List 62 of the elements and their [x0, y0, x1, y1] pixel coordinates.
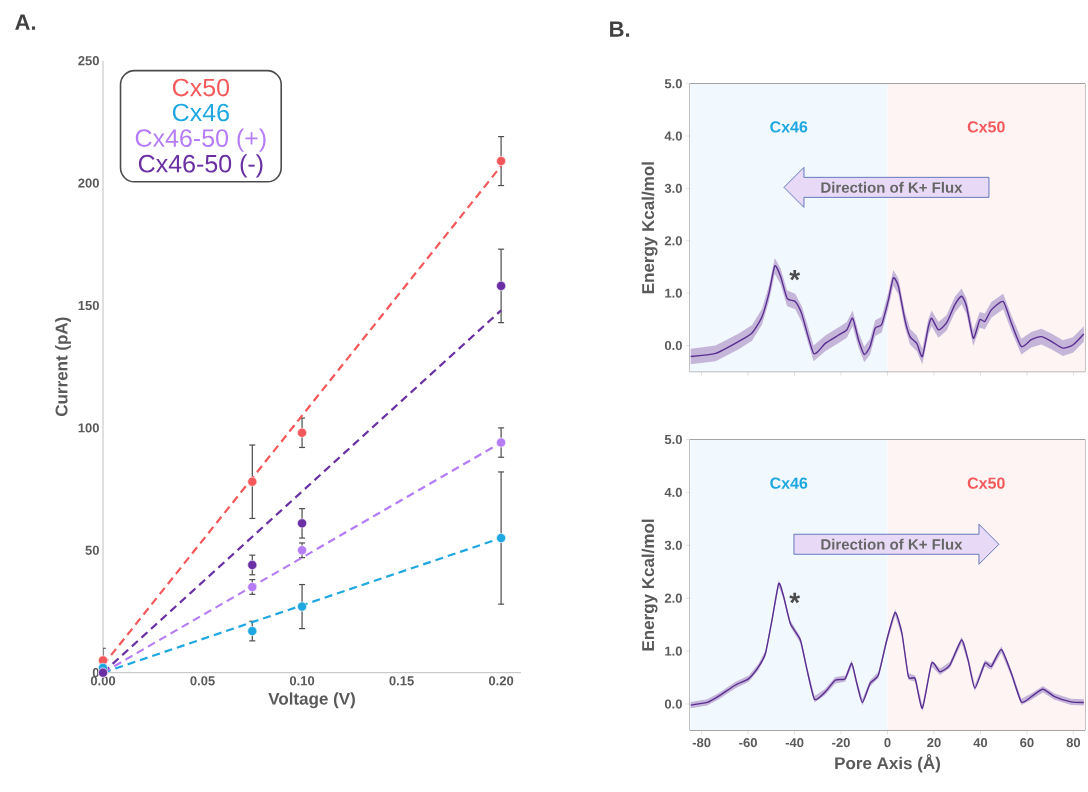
point: [247, 476, 258, 487]
x-tick-label: -60: [739, 738, 757, 748]
band-label: Cx50: [967, 477, 1005, 489]
x-tick-label: -20: [832, 738, 850, 748]
x-axis-title: Pore Axis (Å): [835, 754, 940, 773]
y-tick-label: 150: [78, 300, 99, 311]
y-tick-label: 5.0: [664, 79, 682, 89]
x-axis-title: Voltage (V): [268, 692, 355, 709]
y-tick-label: 250: [78, 56, 99, 66]
y-tick-label: 0: [92, 668, 99, 678]
annotation: *: [789, 592, 801, 604]
y-tick-label: 50: [85, 545, 99, 555]
y-tick-label: 3.0: [664, 540, 682, 550]
point: [247, 560, 258, 570]
x-tick-label: 0: [884, 738, 891, 748]
x-tick-label: 20: [927, 738, 941, 748]
y-tick-label: 4.0: [664, 487, 682, 497]
point: [297, 427, 307, 438]
x-tick-label: 0.00: [90, 676, 116, 686]
y-tick-label: 0.0: [664, 699, 682, 709]
y-tick-label: 2.0: [664, 236, 682, 246]
x-tick-label: 40: [973, 738, 988, 748]
y-axis-title: Current (pA): [55, 317, 71, 417]
point: [496, 281, 506, 291]
band-label: Cx46: [770, 121, 808, 133]
band-label: Cx46: [770, 477, 808, 489]
x-tick-label: 0.05: [190, 676, 215, 686]
y-tick-label: 1.0: [665, 288, 682, 298]
y-tick-label: 0.0: [664, 340, 682, 351]
x-tick-label: 0.15: [389, 676, 414, 686]
x-tick-label: 60: [1020, 738, 1034, 748]
y-tick-label: 2.0: [664, 593, 682, 603]
text: Cx46: [172, 103, 229, 122]
band-label: Cx50: [967, 121, 1005, 133]
y-axis-title: Energy Kcal/mol: [641, 519, 658, 651]
y-tick-label: 200: [78, 178, 99, 188]
text: Cx46-50 (-): [138, 154, 263, 178]
y-tick-label: 100: [78, 423, 99, 433]
text: Cx46-50 (+): [135, 128, 266, 152]
y-axis-title: Energy Kcal/mol: [641, 162, 658, 294]
point: [496, 533, 506, 543]
y-tick-label: 5.0: [664, 434, 682, 445]
annotation: Direction of K+ Flux: [821, 538, 963, 550]
point: [496, 156, 506, 166]
annotation: *: [789, 269, 801, 281]
chart-title: B.: [610, 21, 630, 37]
x-tick-label: 0.10: [289, 676, 315, 686]
x-tick-label: -80: [692, 738, 711, 748]
x-tick-label: -40: [785, 738, 804, 748]
point: [247, 626, 258, 636]
point: [297, 601, 307, 612]
x-tick-label: 80: [1066, 738, 1081, 748]
x-tick-label: 0.20: [488, 676, 514, 686]
text: Cx50: [172, 78, 230, 97]
y-tick-label: 4.0: [664, 131, 682, 141]
point: [496, 437, 506, 448]
annotation: Direction of K+ Flux: [821, 181, 963, 193]
point: [247, 582, 258, 592]
chart-title: A.: [15, 14, 36, 30]
y-tick-label: 3.0: [664, 183, 682, 194]
point: [297, 518, 307, 529]
y-tick-label: 1.0: [665, 646, 682, 656]
